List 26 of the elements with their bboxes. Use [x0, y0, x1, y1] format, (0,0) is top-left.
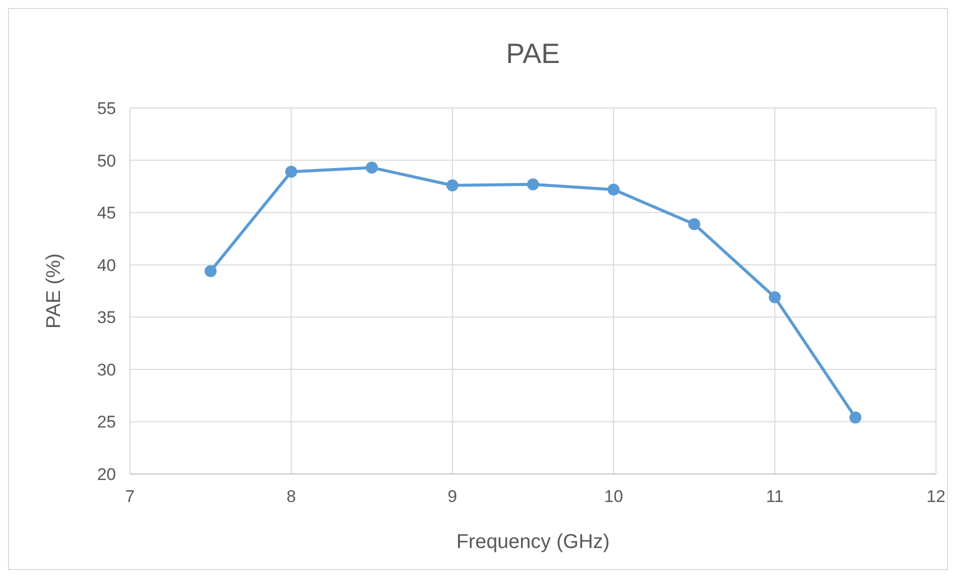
y-tick-label: 40: [97, 256, 116, 275]
x-tick-label: 10: [604, 487, 624, 506]
point: [446, 179, 458, 192]
chart-title: PAE: [506, 38, 560, 69]
y-axis-title: PAE (%): [43, 253, 65, 329]
y-tick-label: 35: [97, 308, 116, 328]
point: [285, 166, 298, 178]
x-tick-label: 9: [448, 487, 458, 506]
point: [849, 412, 862, 424]
y-tick-label: 45: [97, 204, 116, 223]
y-tick-label: 30: [97, 360, 116, 380]
x-tick-label: 12: [926, 487, 946, 506]
y-tick-label: 55: [97, 99, 116, 118]
point: [527, 178, 539, 190]
point: [688, 218, 700, 230]
point: [204, 265, 217, 278]
point: [366, 162, 378, 174]
x-tick-label: 11: [766, 487, 784, 506]
x-axis-title: Frequency (GHz): [456, 531, 610, 553]
x-tick-label: 7: [125, 487, 135, 506]
point: [608, 184, 620, 196]
point: [768, 291, 781, 304]
x-tick-label: 8: [286, 487, 296, 506]
y-tick-label: 25: [97, 412, 116, 432]
y-tick-label: 50: [97, 151, 116, 170]
y-tick-label: 20: [97, 465, 116, 484]
